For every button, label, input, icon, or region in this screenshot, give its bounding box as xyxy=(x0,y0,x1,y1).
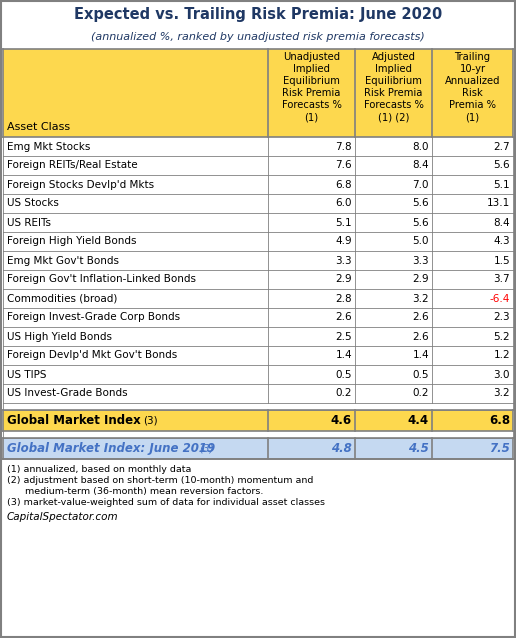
Text: Adjusted
Implied
Equilibrium
Risk Premia
Forecasts %
(1) (2): Adjusted Implied Equilibrium Risk Premia… xyxy=(364,52,424,122)
Text: 3.7: 3.7 xyxy=(493,274,510,285)
Text: 4.5: 4.5 xyxy=(408,442,429,455)
FancyBboxPatch shape xyxy=(3,137,513,156)
Text: 8.4: 8.4 xyxy=(493,218,510,228)
Text: Global Market Index: June 2019: Global Market Index: June 2019 xyxy=(7,442,215,455)
Text: 3.3: 3.3 xyxy=(335,255,352,265)
Text: 5.1: 5.1 xyxy=(335,218,352,228)
Text: Unadjusted
Implied
Equilibrium
Risk Premia
Forecasts %
(1): Unadjusted Implied Equilibrium Risk Prem… xyxy=(282,52,342,122)
FancyBboxPatch shape xyxy=(3,156,513,175)
Text: 5.6: 5.6 xyxy=(412,218,429,228)
Text: Foreign Stocks Devlp'd Mkts: Foreign Stocks Devlp'd Mkts xyxy=(7,179,154,189)
Text: 5.2: 5.2 xyxy=(493,332,510,341)
Text: 3.2: 3.2 xyxy=(412,293,429,304)
Text: (3): (3) xyxy=(199,443,214,454)
Text: CapitalSpectator.com: CapitalSpectator.com xyxy=(7,512,119,522)
Text: 5.1: 5.1 xyxy=(493,179,510,189)
FancyBboxPatch shape xyxy=(3,410,513,431)
Text: 2.3: 2.3 xyxy=(493,313,510,322)
Text: Expected vs. Trailing Risk Premia: June 2020: Expected vs. Trailing Risk Premia: June … xyxy=(74,7,442,22)
Text: Foreign Devlp'd Mkt Gov't Bonds: Foreign Devlp'd Mkt Gov't Bonds xyxy=(7,350,178,360)
Text: Commodities (broad): Commodities (broad) xyxy=(7,293,117,304)
Text: (1) annualized, based on monthly data: (1) annualized, based on monthly data xyxy=(7,465,191,474)
Text: Foreign Invest-Grade Corp Bonds: Foreign Invest-Grade Corp Bonds xyxy=(7,313,180,322)
Text: 4.3: 4.3 xyxy=(493,237,510,246)
Text: 1.5: 1.5 xyxy=(493,255,510,265)
FancyBboxPatch shape xyxy=(3,49,513,137)
Text: 0.5: 0.5 xyxy=(412,369,429,380)
Text: 2.5: 2.5 xyxy=(335,332,352,341)
Text: -6.4: -6.4 xyxy=(490,293,510,304)
Text: Trailing
10-yr
Annualized
Risk
Premia %
(1): Trailing 10-yr Annualized Risk Premia % … xyxy=(445,52,500,122)
Text: (2) adjustment based on short-term (10-month) momentum and: (2) adjustment based on short-term (10-m… xyxy=(7,476,313,485)
Text: 0.5: 0.5 xyxy=(335,369,352,380)
Text: 7.6: 7.6 xyxy=(335,161,352,170)
Text: 2.7: 2.7 xyxy=(493,142,510,151)
Text: 5.6: 5.6 xyxy=(493,161,510,170)
FancyBboxPatch shape xyxy=(3,194,513,213)
Text: 2.6: 2.6 xyxy=(335,313,352,322)
FancyBboxPatch shape xyxy=(3,384,513,403)
Text: (annualized %, ranked by unadjusted risk premia forecasts): (annualized %, ranked by unadjusted risk… xyxy=(91,32,425,42)
Text: US High Yield Bonds: US High Yield Bonds xyxy=(7,332,112,341)
Text: 5.6: 5.6 xyxy=(412,198,429,209)
FancyBboxPatch shape xyxy=(3,175,513,194)
Text: 13.1: 13.1 xyxy=(487,198,510,209)
Text: 4.4: 4.4 xyxy=(408,414,429,427)
Text: US Invest-Grade Bonds: US Invest-Grade Bonds xyxy=(7,389,127,399)
FancyBboxPatch shape xyxy=(3,438,513,459)
Text: Emg Mkt Stocks: Emg Mkt Stocks xyxy=(7,142,90,151)
Text: US Stocks: US Stocks xyxy=(7,198,59,209)
Text: 0.2: 0.2 xyxy=(412,389,429,399)
FancyBboxPatch shape xyxy=(3,327,513,346)
FancyBboxPatch shape xyxy=(3,232,513,251)
Text: 5.0: 5.0 xyxy=(412,237,429,246)
Text: Foreign Gov't Inflation-Linked Bonds: Foreign Gov't Inflation-Linked Bonds xyxy=(7,274,196,285)
Text: 8.0: 8.0 xyxy=(412,142,429,151)
Text: US REITs: US REITs xyxy=(7,218,51,228)
FancyBboxPatch shape xyxy=(3,289,513,308)
Text: 2.9: 2.9 xyxy=(335,274,352,285)
Text: 7.8: 7.8 xyxy=(335,142,352,151)
Text: 6.8: 6.8 xyxy=(489,414,510,427)
Text: 1.4: 1.4 xyxy=(335,350,352,360)
Text: 3.3: 3.3 xyxy=(412,255,429,265)
FancyBboxPatch shape xyxy=(3,308,513,327)
Text: 4.9: 4.9 xyxy=(335,237,352,246)
Text: 6.8: 6.8 xyxy=(335,179,352,189)
Text: medium-term (36-month) mean reversion factors.: medium-term (36-month) mean reversion fa… xyxy=(7,487,263,496)
Text: 7.5: 7.5 xyxy=(489,442,510,455)
FancyBboxPatch shape xyxy=(3,213,513,232)
Text: Foreign REITs/Real Estate: Foreign REITs/Real Estate xyxy=(7,161,138,170)
Text: 2.8: 2.8 xyxy=(335,293,352,304)
Text: 8.4: 8.4 xyxy=(412,161,429,170)
Text: 3.2: 3.2 xyxy=(493,389,510,399)
Text: Global Market Index: Global Market Index xyxy=(7,414,141,427)
FancyBboxPatch shape xyxy=(3,365,513,384)
Text: Asset Class: Asset Class xyxy=(7,122,70,132)
Text: (3): (3) xyxy=(143,415,157,426)
Text: 6.0: 6.0 xyxy=(335,198,352,209)
Text: 1.2: 1.2 xyxy=(493,350,510,360)
Text: 4.8: 4.8 xyxy=(331,442,352,455)
Text: 1.4: 1.4 xyxy=(412,350,429,360)
Text: 2.6: 2.6 xyxy=(412,332,429,341)
FancyBboxPatch shape xyxy=(3,403,513,410)
FancyBboxPatch shape xyxy=(3,431,513,438)
Text: 2.9: 2.9 xyxy=(412,274,429,285)
Text: 3.0: 3.0 xyxy=(493,369,510,380)
Text: 7.0: 7.0 xyxy=(412,179,429,189)
FancyBboxPatch shape xyxy=(3,251,513,270)
FancyBboxPatch shape xyxy=(3,346,513,365)
Text: 2.6: 2.6 xyxy=(412,313,429,322)
Text: US TIPS: US TIPS xyxy=(7,369,46,380)
Text: Emg Mkt Gov't Bonds: Emg Mkt Gov't Bonds xyxy=(7,255,119,265)
Text: 4.6: 4.6 xyxy=(331,414,352,427)
Text: (3) market-value-weighted sum of data for individual asset classes: (3) market-value-weighted sum of data fo… xyxy=(7,498,325,507)
Text: 0.2: 0.2 xyxy=(335,389,352,399)
Text: Foreign High Yield Bonds: Foreign High Yield Bonds xyxy=(7,237,137,246)
FancyBboxPatch shape xyxy=(3,270,513,289)
